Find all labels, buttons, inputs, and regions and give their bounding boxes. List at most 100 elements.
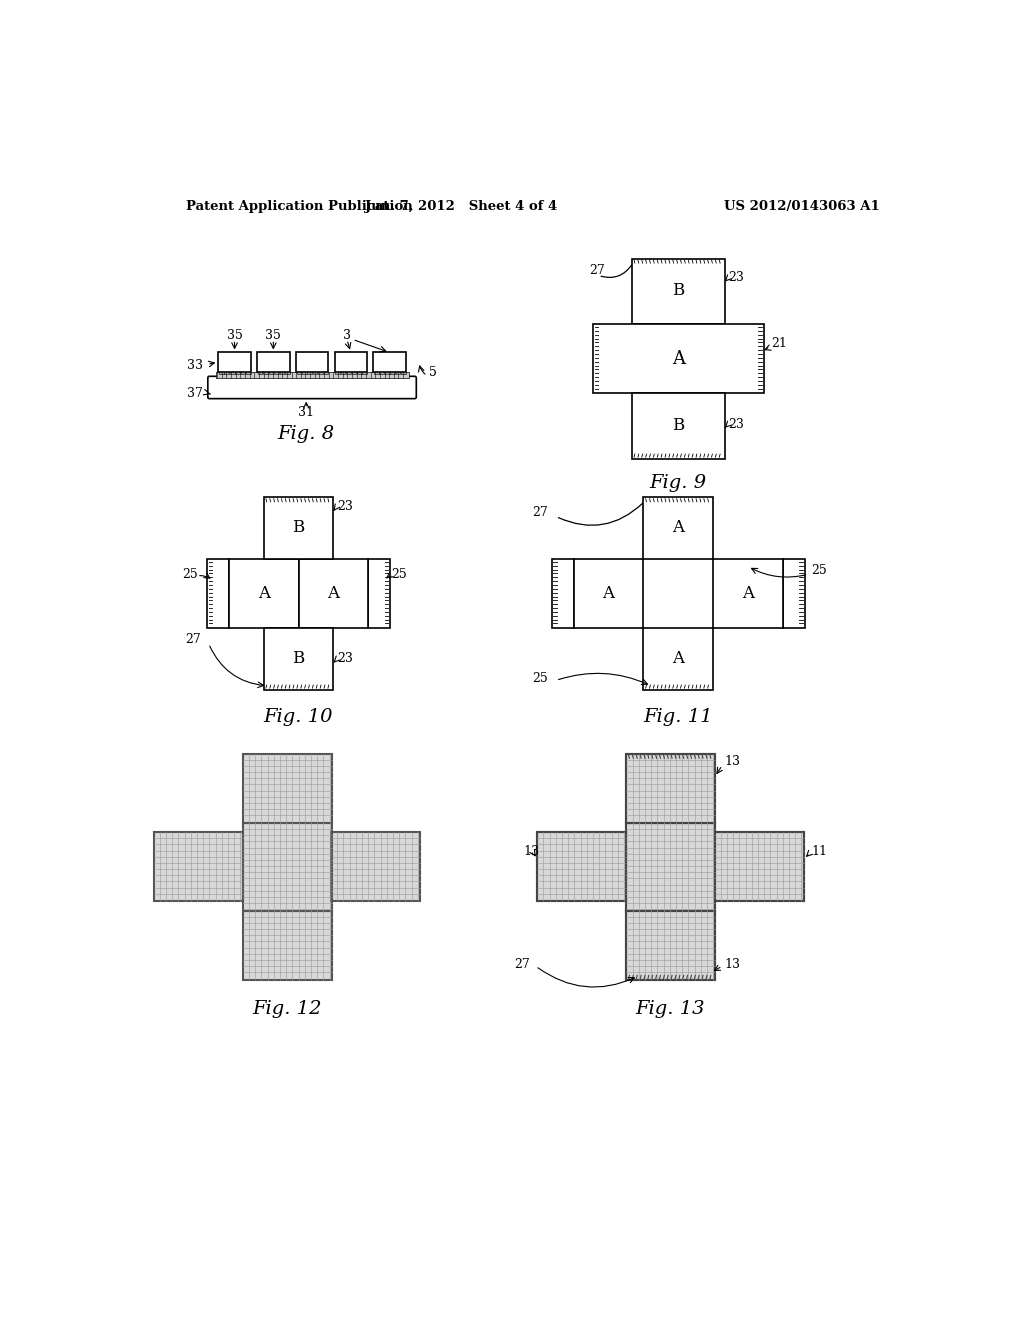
Bar [395, 372, 400, 374]
Bar [243, 911, 332, 979]
Text: 33: 33 [187, 359, 203, 372]
Bar [274, 372, 279, 374]
Text: B: B [293, 651, 304, 668]
Bar [216, 372, 409, 378]
Text: A: A [672, 350, 685, 367]
Bar [401, 372, 406, 374]
Text: 5: 5 [429, 366, 436, 379]
Text: 27: 27 [589, 264, 605, 277]
Bar [783, 558, 805, 628]
Bar [573, 558, 643, 628]
Text: A: A [258, 585, 269, 602]
Text: 11: 11 [812, 845, 827, 858]
Bar [280, 372, 285, 374]
Bar [243, 754, 332, 822]
Bar [552, 558, 573, 628]
Text: 25: 25 [532, 672, 548, 685]
Bar [627, 911, 716, 979]
Bar [627, 911, 716, 979]
Text: 27: 27 [185, 634, 201, 647]
Bar [228, 558, 299, 628]
Bar [258, 372, 262, 374]
Text: A: A [672, 651, 684, 668]
Text: A: A [602, 585, 614, 602]
Bar [593, 323, 764, 393]
Text: 35: 35 [226, 329, 243, 342]
Text: A: A [742, 585, 754, 602]
Text: 21: 21 [771, 337, 787, 350]
Text: 37: 37 [187, 387, 203, 400]
Bar [318, 372, 323, 374]
Bar [351, 372, 356, 374]
Bar [263, 628, 334, 689]
Bar [257, 352, 290, 372]
Text: A: A [328, 585, 339, 602]
Text: 13: 13 [523, 845, 540, 858]
Bar [335, 372, 340, 374]
Bar [380, 372, 384, 374]
Bar [154, 832, 243, 902]
Bar [207, 558, 228, 628]
Text: 25: 25 [182, 568, 198, 581]
Bar [385, 372, 389, 374]
Bar [313, 372, 317, 374]
Bar [302, 372, 306, 374]
Bar [224, 372, 229, 374]
Bar [369, 558, 390, 628]
Bar [263, 372, 268, 374]
Bar [713, 558, 783, 628]
Bar [218, 352, 251, 372]
Bar [341, 372, 345, 374]
Bar [219, 372, 223, 374]
FancyBboxPatch shape [208, 376, 417, 399]
Bar [643, 628, 713, 689]
Bar [331, 832, 420, 902]
Text: 3: 3 [343, 329, 351, 342]
Text: B: B [672, 282, 684, 300]
Text: 25: 25 [391, 568, 408, 581]
Bar [643, 498, 713, 558]
Text: 23: 23 [337, 500, 353, 513]
Bar [296, 352, 329, 372]
Text: 25: 25 [811, 564, 826, 577]
Bar [285, 372, 290, 374]
Bar [715, 832, 804, 902]
Bar [243, 754, 332, 822]
Text: 23: 23 [337, 652, 353, 665]
Bar [538, 832, 627, 902]
Text: Fig. 9: Fig. 9 [649, 474, 707, 492]
Text: 27: 27 [532, 506, 548, 519]
Bar [243, 911, 332, 979]
Bar [627, 822, 716, 911]
Bar [335, 352, 367, 372]
Text: A: A [672, 520, 684, 536]
Bar [243, 822, 332, 911]
Bar [632, 393, 725, 459]
Text: 13: 13 [724, 755, 740, 768]
Text: 27: 27 [514, 958, 529, 972]
Bar [715, 832, 804, 902]
Bar [538, 832, 627, 902]
Text: B: B [672, 417, 684, 434]
Bar [263, 498, 334, 558]
Text: 31: 31 [298, 407, 314, 418]
Bar [331, 832, 420, 902]
Text: US 2012/0143063 A1: US 2012/0143063 A1 [724, 199, 880, 213]
Bar [236, 372, 240, 374]
Bar [154, 832, 243, 902]
Bar [627, 822, 716, 911]
Text: B: B [293, 520, 304, 536]
Bar [357, 372, 361, 374]
Bar [362, 372, 367, 374]
Text: Fig. 13: Fig. 13 [636, 1001, 706, 1018]
Text: Jun. 7, 2012   Sheet 4 of 4: Jun. 7, 2012 Sheet 4 of 4 [366, 199, 557, 213]
Bar [230, 372, 234, 374]
Bar [299, 558, 369, 628]
Text: Fig. 10: Fig. 10 [264, 708, 333, 726]
Bar [268, 372, 273, 374]
Text: Fig. 11: Fig. 11 [643, 708, 713, 726]
Text: 13: 13 [724, 958, 740, 972]
Text: Fig. 12: Fig. 12 [252, 1001, 322, 1018]
Text: Patent Application Publication: Patent Application Publication [186, 199, 413, 213]
Bar [627, 754, 716, 822]
